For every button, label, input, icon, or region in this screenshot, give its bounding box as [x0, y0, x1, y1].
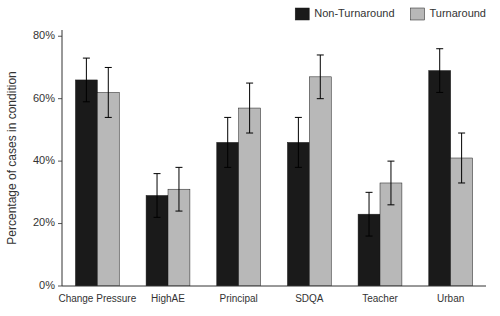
error-bar	[387, 161, 394, 205]
legend-swatch	[295, 8, 309, 20]
y-axis-label: Percentage of cases in condition	[5, 71, 19, 244]
y-axis-line	[62, 30, 63, 286]
y-tick	[58, 161, 62, 162]
x-tick-label: Principal	[219, 293, 257, 304]
y-tick	[58, 98, 62, 99]
bar	[97, 92, 119, 286]
error-bar	[175, 167, 182, 211]
y-tick-label: 40%	[33, 154, 55, 166]
legend-label: Turnaround	[430, 7, 486, 19]
y-tick	[58, 223, 62, 224]
y-tick-label: 20%	[33, 216, 55, 228]
bar	[429, 71, 451, 286]
x-tick-label: HighAE	[151, 293, 185, 304]
y-tick-label: 60%	[33, 92, 55, 104]
bars	[75, 49, 472, 286]
x-tick-label: Teacher	[362, 293, 398, 304]
legend: Non-Turnaround Turnaround	[295, 7, 486, 20]
error-bar	[295, 117, 302, 167]
legend-swatch	[411, 8, 425, 20]
x-axis-line	[62, 286, 486, 287]
bar	[309, 77, 331, 286]
bar	[75, 80, 97, 286]
y-tick	[58, 36, 62, 37]
y-tick	[58, 286, 62, 287]
error-bar	[105, 67, 112, 117]
error-bar	[83, 58, 90, 102]
legend-item: Turnaround	[411, 7, 486, 20]
error-bar	[366, 192, 373, 236]
y-tick-label: 0%	[39, 279, 55, 291]
error-bar	[458, 133, 465, 183]
bar	[239, 108, 261, 286]
legend-label: Non-Turnaround	[314, 7, 394, 19]
chart-container: 0% 20% 40% 60% 80% Percentage of cases in con…	[0, 0, 500, 316]
legend-item: Non-Turnaround	[295, 7, 394, 20]
x-tick-label: Urban	[437, 293, 464, 304]
error-bar	[246, 83, 253, 133]
error-bar	[436, 49, 443, 93]
y-tick-label: 80%	[33, 29, 55, 41]
error-bar	[154, 174, 161, 218]
error-bar	[224, 117, 231, 167]
x-tick-label: Change Pressure	[58, 293, 136, 304]
chart: 0% 20% 40% 60% 80% Percentage of cases in con…	[0, 0, 500, 316]
error-bar	[317, 55, 324, 99]
x-tick-label: SDQA	[295, 293, 324, 304]
